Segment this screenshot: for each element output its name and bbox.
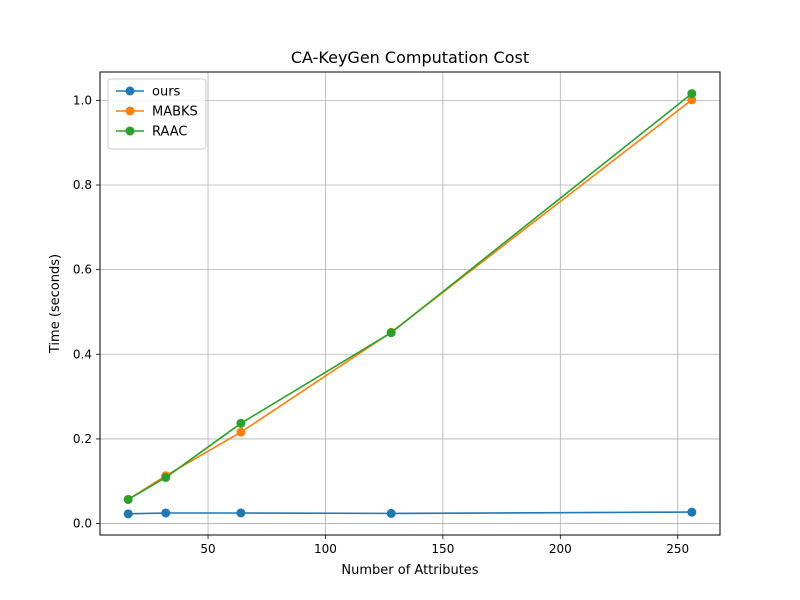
y-axis-label: Time (seconds) — [48, 254, 63, 354]
data-point-raac — [123, 494, 133, 504]
legend: ours MABKS RAAC — [107, 78, 207, 150]
x-tick-label: 50 — [200, 542, 215, 556]
data-point-mabks — [236, 427, 246, 437]
x-tick-label: 200 — [549, 542, 572, 556]
x-axis-label: Number of Attributes — [341, 563, 478, 578]
y-tick-label: 1.0 — [73, 93, 92, 107]
data-point-raac — [236, 418, 246, 428]
data-point-mabks — [687, 95, 697, 105]
legend-label-raac: RAAC — [152, 125, 188, 140]
data-point-ours — [236, 508, 246, 518]
data-point-raac — [386, 328, 396, 338]
data-point-raac — [161, 472, 171, 482]
data-point-ours — [161, 508, 171, 518]
data-point-ours — [687, 507, 697, 517]
legend-marker-raac — [125, 126, 135, 136]
grid — [100, 72, 720, 535]
plot-frame — [99, 71, 721, 536]
series-layer — [123, 89, 697, 519]
x-tick-label: 100 — [314, 542, 337, 556]
x-tick-label: 250 — [666, 542, 689, 556]
y-tick-label: 0.8 — [73, 178, 92, 192]
y-tick-label: 0.2 — [73, 432, 92, 446]
data-point-ours — [123, 509, 133, 519]
legend-label-mabks: MABKS — [152, 105, 198, 120]
y-ticks: 0.0 0.2 0.4 0.6 0.8 1.0 — [73, 93, 100, 531]
y-tick-label: 0.4 — [73, 347, 92, 361]
y-tick-label: 0.6 — [73, 263, 92, 277]
chart-title: CA-KeyGen Computation Cost — [291, 48, 529, 67]
x-tick-label: 150 — [431, 542, 454, 556]
x-ticks: 50 100 150 200 250 — [200, 535, 689, 556]
y-tick-label: 0.0 — [73, 517, 92, 531]
legend-marker-mabks — [125, 106, 135, 116]
data-point-ours — [386, 508, 396, 518]
legend-marker-ours — [125, 86, 135, 96]
data-point-raac — [687, 89, 697, 99]
legend-label-ours: ours — [152, 85, 181, 100]
